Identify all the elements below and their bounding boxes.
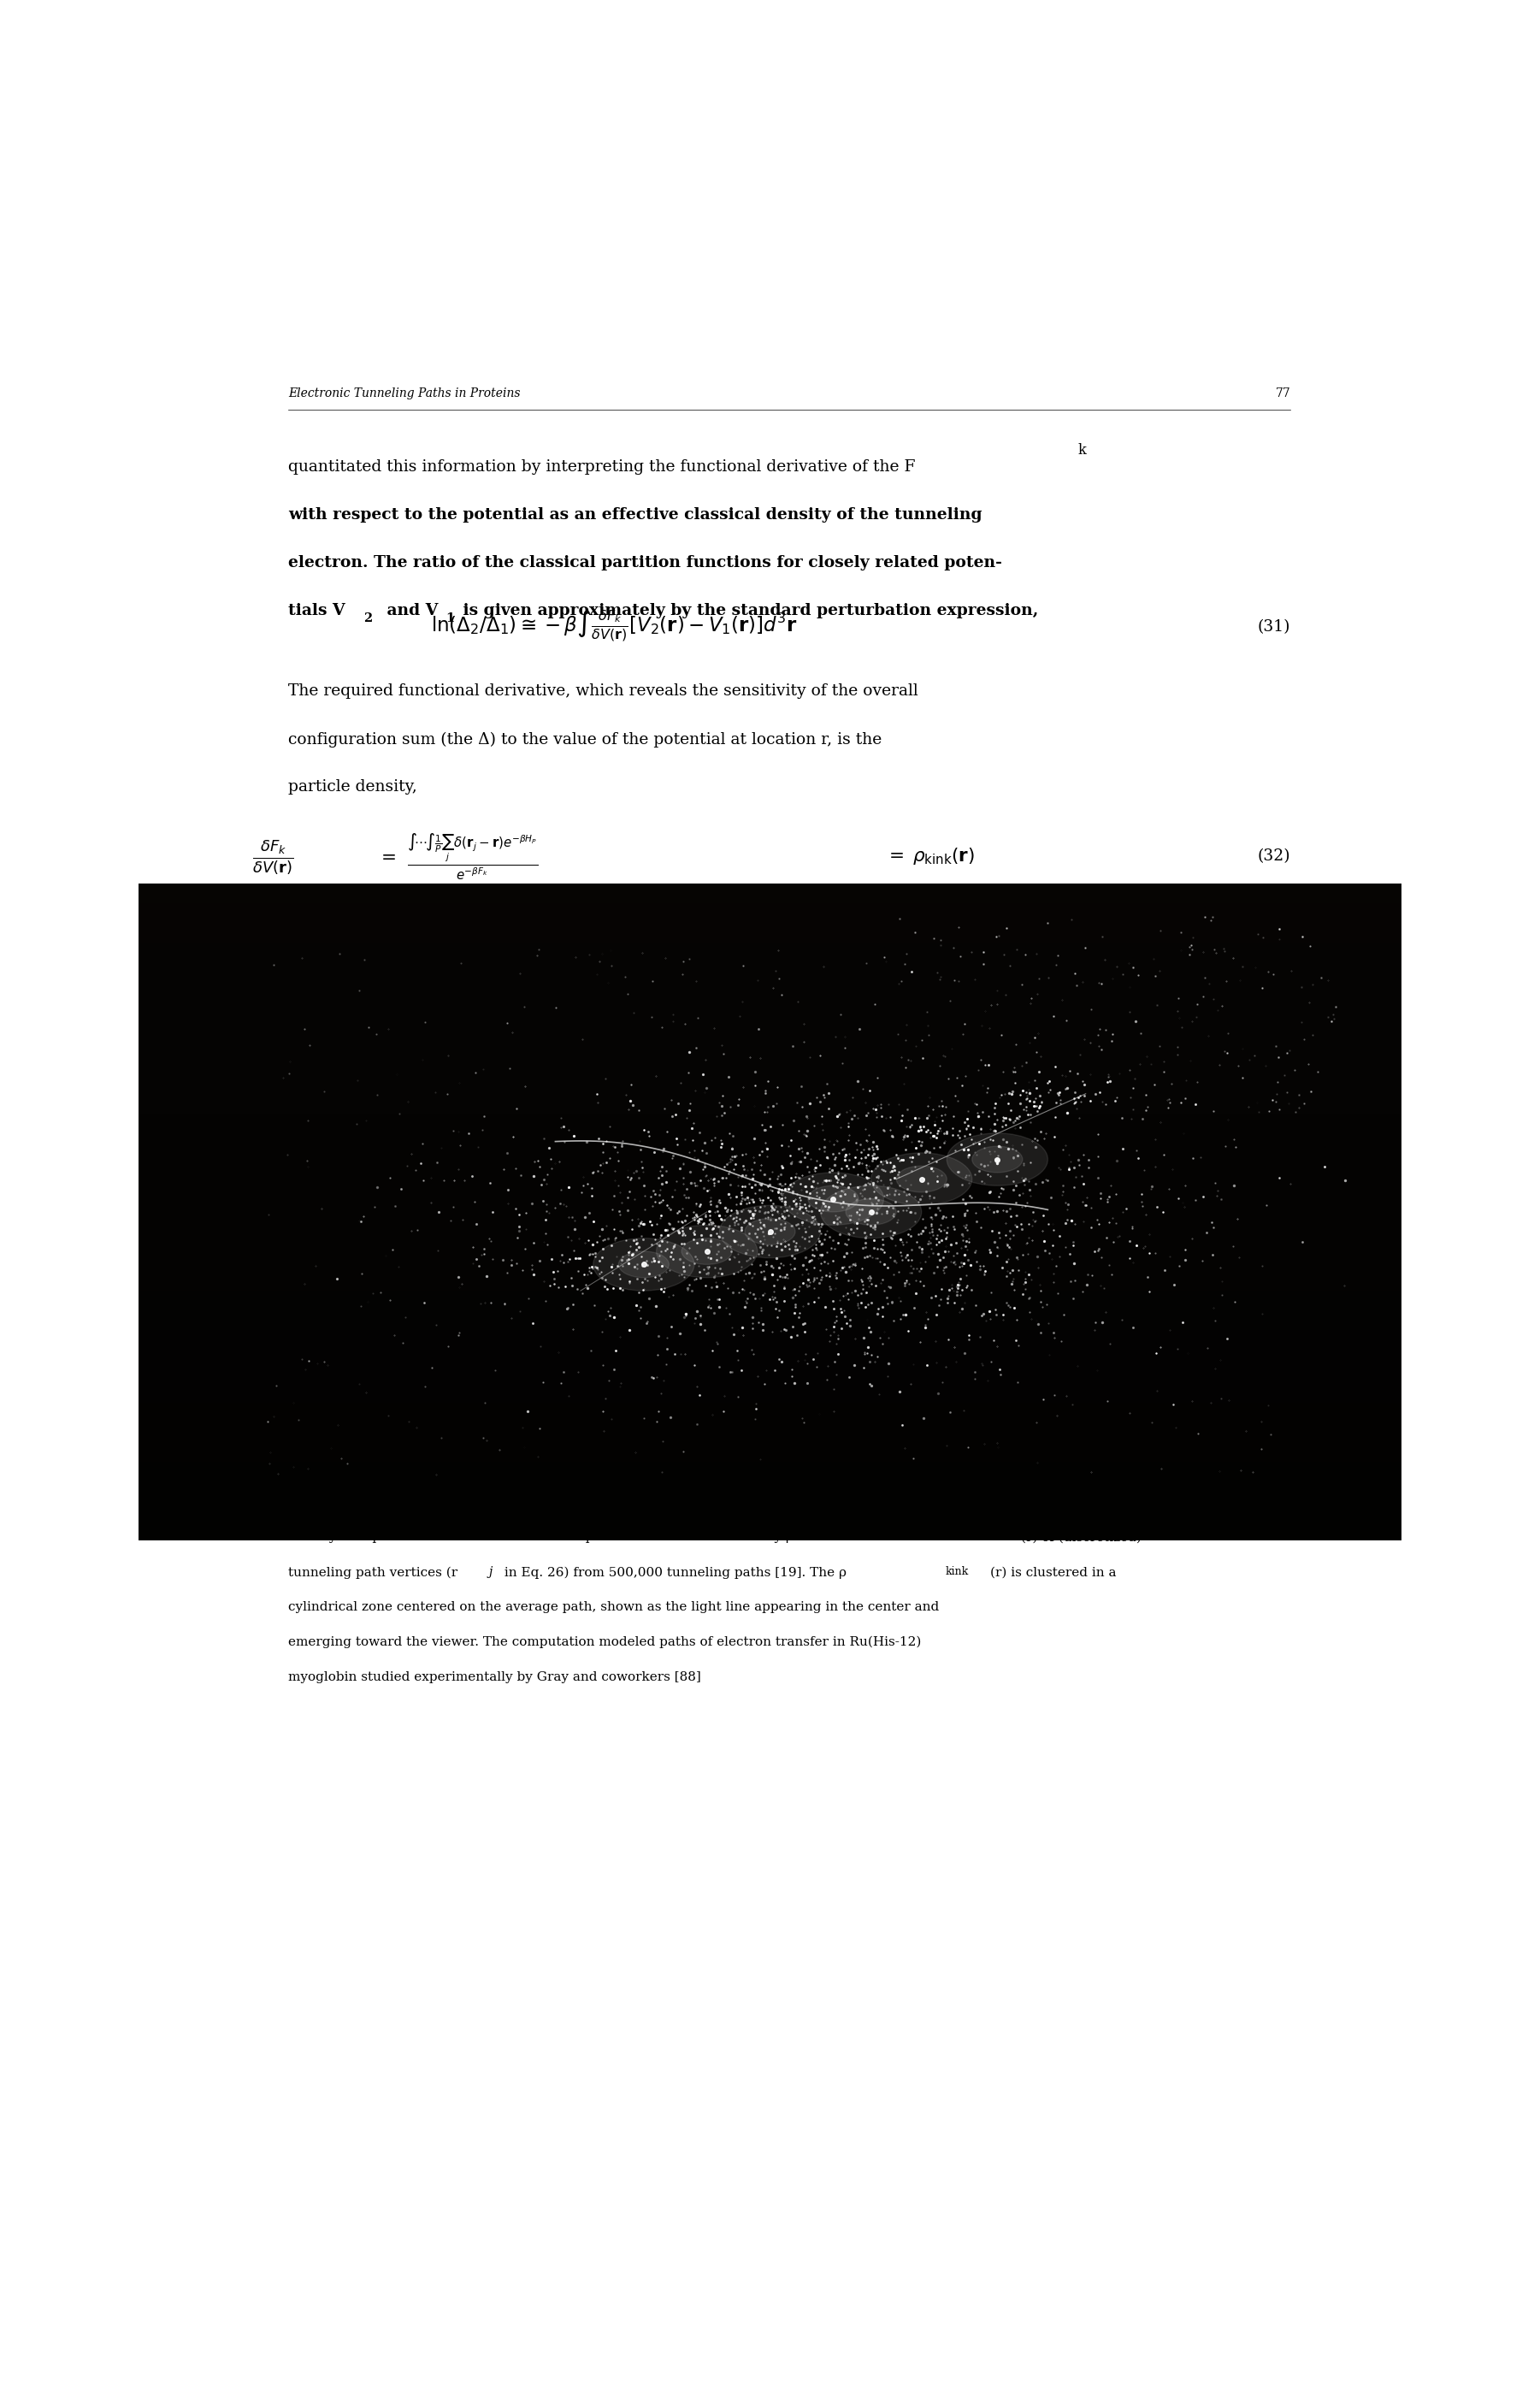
Text: The required functional derivative, which reveals the sensitivity of the overall: The required functional derivative, whic…	[288, 683, 918, 700]
Circle shape	[845, 1199, 896, 1225]
Text: is given approximately by the standard perturbation expression,: is given approximately by the standard p…	[457, 602, 1038, 618]
Text: A view into the interior of a ruthenium modified myoglobin where the amino acids: A view into the interior of a ruthenium …	[356, 1497, 947, 1509]
Text: tials V: tials V	[288, 602, 345, 618]
Text: $\frac{\delta F_k}{\delta V(\mathbf{r})}$: $\frac{\delta F_k}{\delta V(\mathbf{r})}…	[253, 838, 294, 876]
Text: electron. The ratio of the classical partition functions for closely related pot: electron. The ratio of the classical par…	[288, 554, 1003, 571]
Text: (32): (32)	[1258, 848, 1291, 864]
Text: vicinity of Trp-14 are shown. The dots correspond to the statistical density ρ: vicinity of Trp-14 are shown. The dots c…	[288, 1531, 793, 1543]
Text: kink: kink	[975, 1531, 999, 1543]
Circle shape	[719, 1206, 821, 1258]
Text: myoglobin studied experimentally by Gray and coworkers [88]: myoglobin studied experimentally by Gray…	[288, 1672, 701, 1684]
Text: $\ln(\Delta_2/\Delta_1) \cong -\beta \int \frac{\delta F_k}{\delta V(\mathbf{r}): $\ln(\Delta_2/\Delta_1) \cong -\beta \in…	[431, 609, 798, 645]
Text: quantitated this information by interpreting the functional derivative of the F: quantitated this information by interpre…	[288, 458, 915, 475]
Text: and V: and V	[380, 602, 437, 618]
Text: $= \; \rho_{\mathrm{kink}}(\mathbf{r})$: $= \; \rho_{\mathrm{kink}}(\mathbf{r})$	[884, 845, 975, 867]
Text: particle density,: particle density,	[288, 778, 417, 795]
Circle shape	[782, 1173, 884, 1225]
Circle shape	[656, 1225, 758, 1278]
Text: configuration sum (the Δ) to the value of the potential at location r, is the: configuration sum (the Δ) to the value o…	[288, 731, 881, 747]
Circle shape	[809, 1187, 858, 1213]
Text: (31): (31)	[1258, 618, 1291, 635]
Circle shape	[972, 1146, 1023, 1173]
Text: (r) is clustered in a: (r) is clustered in a	[990, 1567, 1117, 1578]
Text: kink: kink	[946, 1567, 969, 1578]
Text: j: j	[488, 1567, 493, 1578]
Text: (r) of (discretized): (r) of (discretized)	[1021, 1531, 1141, 1543]
Text: tunneling path vertices (r: tunneling path vertices (r	[288, 1567, 457, 1578]
Text: $=$: $=$	[377, 848, 396, 867]
Text: in Eq. 26) from 500,000 tunneling paths [19]. The ρ: in Eq. 26) from 500,000 tunneling paths …	[501, 1567, 847, 1578]
Text: cylindrical zone centered on the average path, shown as the light line appearing: cylindrical zone centered on the average…	[288, 1602, 939, 1614]
Text: emerging toward the viewer. The computation modeled paths of electron transfer i: emerging toward the viewer. The computat…	[288, 1636, 921, 1648]
Text: Fig. 8.: Fig. 8.	[288, 1497, 334, 1509]
Circle shape	[872, 1153, 972, 1206]
Text: 77: 77	[1275, 387, 1291, 399]
Text: 1: 1	[445, 611, 454, 623]
Circle shape	[619, 1251, 668, 1278]
Text: k: k	[1078, 444, 1086, 458]
Text: $\frac{\int\!\cdots\!\int \frac{1}{P}\sum_j \delta(\mathbf{r}_j - \mathbf{r}) e^: $\frac{\int\!\cdots\!\int \frac{1}{P}\su…	[407, 831, 537, 881]
Circle shape	[896, 1165, 947, 1192]
Text: 2: 2	[363, 611, 373, 623]
Circle shape	[593, 1237, 695, 1290]
Circle shape	[947, 1134, 1047, 1187]
Circle shape	[745, 1218, 795, 1244]
Circle shape	[682, 1237, 731, 1266]
Circle shape	[821, 1187, 921, 1237]
Text: with respect to the potential as an effective classical density of the tunneling: with respect to the potential as an effe…	[288, 506, 983, 523]
Text: Electronic Tunneling Paths in Proteins: Electronic Tunneling Paths in Proteins	[288, 387, 521, 399]
